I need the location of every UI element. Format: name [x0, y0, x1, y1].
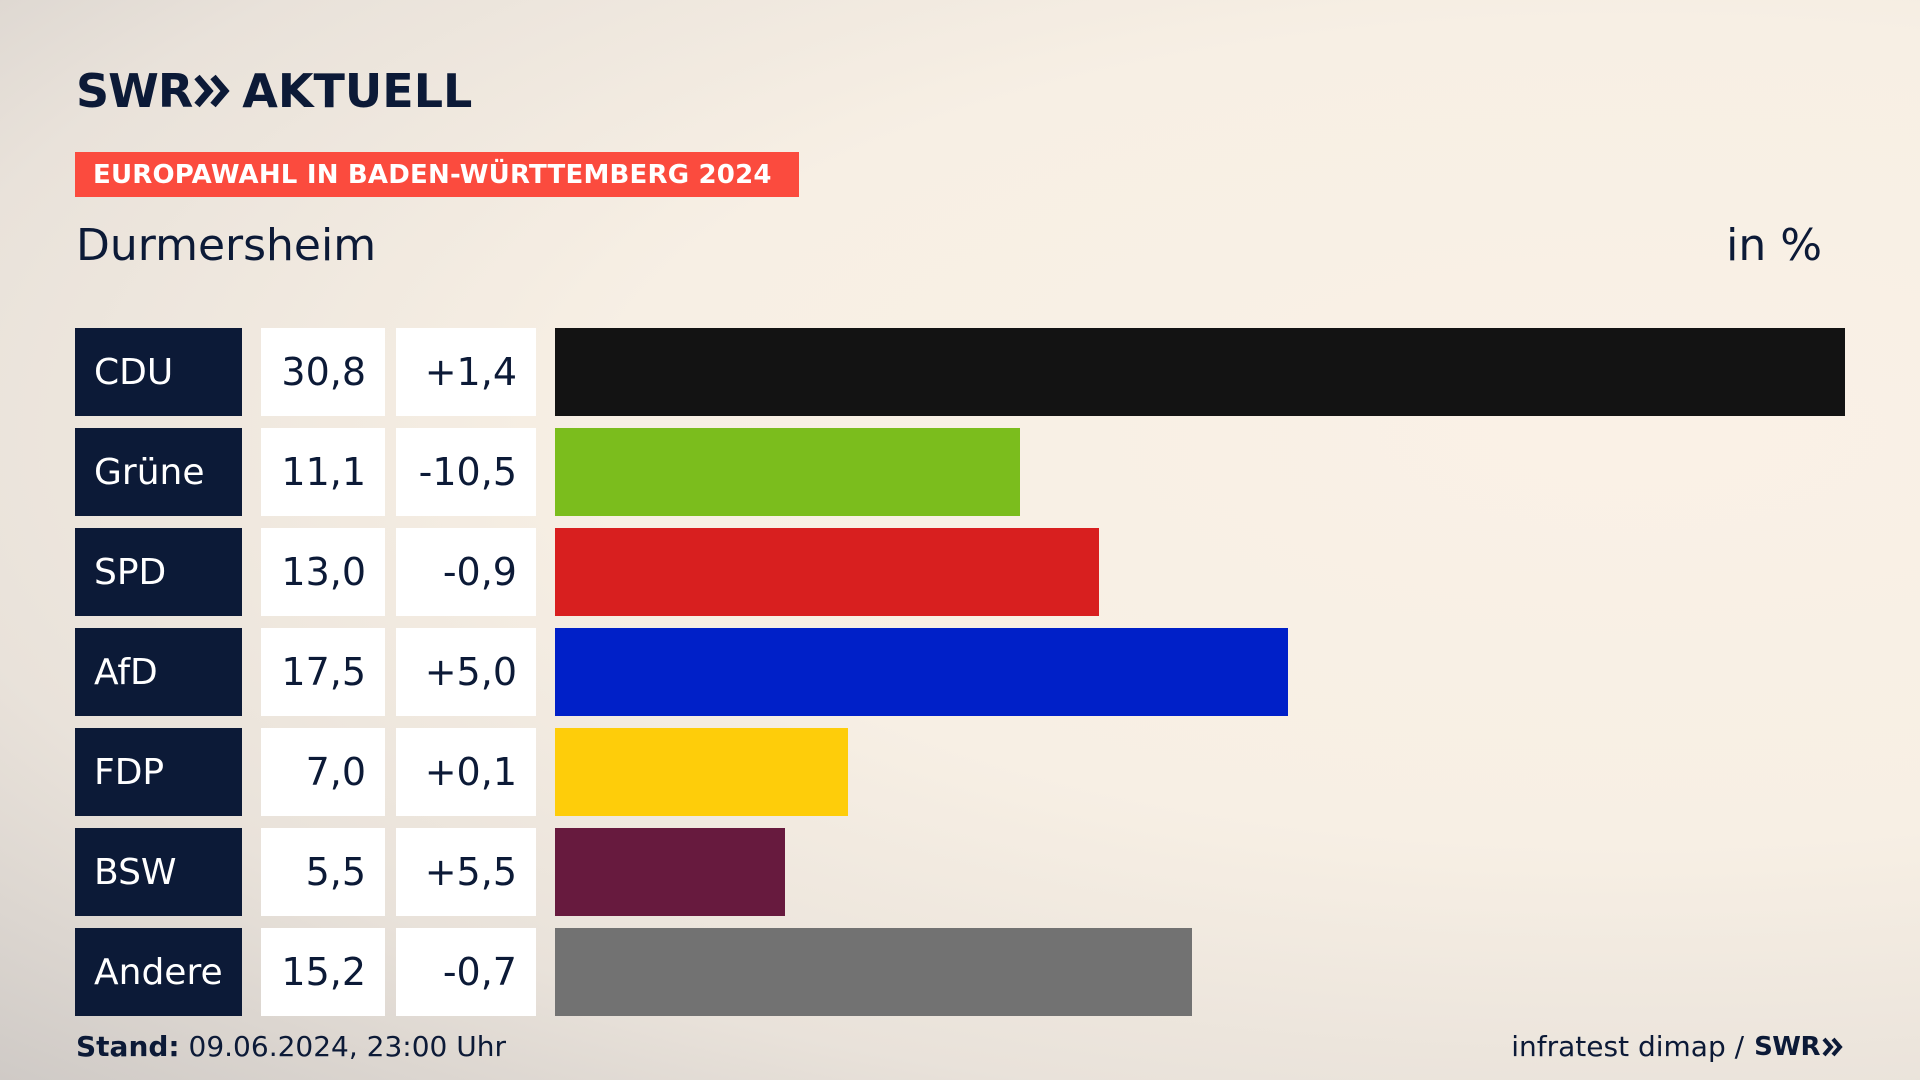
bar-spd — [555, 528, 1099, 616]
party-label-spd: SPD — [75, 528, 242, 616]
election-tag: EUROPAWAHL IN BADEN-WÜRTTEMBERG 2024 — [75, 152, 799, 197]
value-cell-fdp: 7,0 — [261, 728, 385, 816]
value-label: 5,5 — [305, 850, 366, 894]
value-cell-cdu: 30,8 — [261, 328, 385, 416]
diff-cell-afd: +5,0 — [396, 628, 536, 716]
party-label-gr-ne: Grüne — [75, 428, 242, 516]
value-cell-spd: 13,0 — [261, 528, 385, 616]
party-name: SPD — [94, 551, 167, 593]
party-name: Andere — [94, 951, 223, 993]
value-label: 13,0 — [281, 550, 366, 594]
party-label-fdp: FDP — [75, 728, 242, 816]
source-brand: SWR — [1754, 1031, 1820, 1062]
party-name: Grüne — [94, 451, 205, 493]
unit-label: in % — [1726, 220, 1822, 271]
diff-label: -0,7 — [442, 950, 517, 994]
party-label-bsw: BSW — [75, 828, 242, 916]
stand-label: Stand: — [76, 1030, 180, 1063]
party-name: CDU — [94, 351, 174, 393]
stand-value: 09.06.2024, 23:00 Uhr — [188, 1030, 506, 1063]
diff-cell-andere: -0,7 — [396, 928, 536, 1016]
diff-cell-fdp: +0,1 — [396, 728, 536, 816]
value-label: 7,0 — [305, 750, 366, 794]
diff-cell-cdu: +1,4 — [396, 328, 536, 416]
bar-gr-ne — [555, 428, 1020, 516]
diff-cell-gr-ne: -10,5 — [396, 428, 536, 516]
party-label-andere: Andere — [75, 928, 242, 1016]
source-credit: infratest dimap / SWR — [1511, 1030, 1844, 1063]
place-title: Durmersheim — [76, 220, 377, 271]
timestamp: Stand: 09.06.2024, 23:00 Uhr — [76, 1030, 506, 1063]
value-cell-bsw: 5,5 — [261, 828, 385, 916]
party-label-afd: AfD — [75, 628, 242, 716]
diff-cell-spd: -0,9 — [396, 528, 536, 616]
bar-cdu — [555, 328, 1845, 416]
value-label: 30,8 — [281, 350, 366, 394]
bar-bsw — [555, 828, 785, 916]
party-name: FDP — [94, 751, 165, 793]
party-name: BSW — [94, 851, 177, 893]
value-cell-afd: 17,5 — [261, 628, 385, 716]
value-cell-gr-ne: 11,1 — [261, 428, 385, 516]
source-text: infratest dimap / — [1511, 1030, 1745, 1063]
diff-label: +5,0 — [424, 650, 517, 694]
value-cell-andere: 15,2 — [261, 928, 385, 1016]
diff-label: -0,9 — [442, 550, 517, 594]
swr-aktuell-logo: SWR AKTUELL — [76, 64, 473, 118]
value-label: 11,1 — [281, 450, 366, 494]
diff-label: -10,5 — [418, 450, 517, 494]
bar-fdp — [555, 728, 848, 816]
bar-afd — [555, 628, 1288, 716]
election-tag-label: EUROPAWAHL IN BADEN-WÜRTTEMBERG 2024 — [93, 159, 772, 190]
diff-label: +0,1 — [424, 750, 517, 794]
diff-cell-bsw: +5,5 — [396, 828, 536, 916]
double-chevron-icon — [1822, 1037, 1843, 1056]
value-label: 15,2 — [281, 950, 366, 994]
double-chevron-icon — [194, 74, 230, 108]
bar-andere — [555, 928, 1192, 1016]
diff-label: +5,5 — [424, 850, 517, 894]
value-label: 17,5 — [281, 650, 366, 694]
party-label-cdu: CDU — [75, 328, 242, 416]
logo-swr-text: SWR — [76, 64, 193, 118]
logo-aktuell-text: AKTUELL — [242, 64, 473, 118]
diff-label: +1,4 — [424, 350, 517, 394]
party-name: AfD — [94, 651, 158, 693]
